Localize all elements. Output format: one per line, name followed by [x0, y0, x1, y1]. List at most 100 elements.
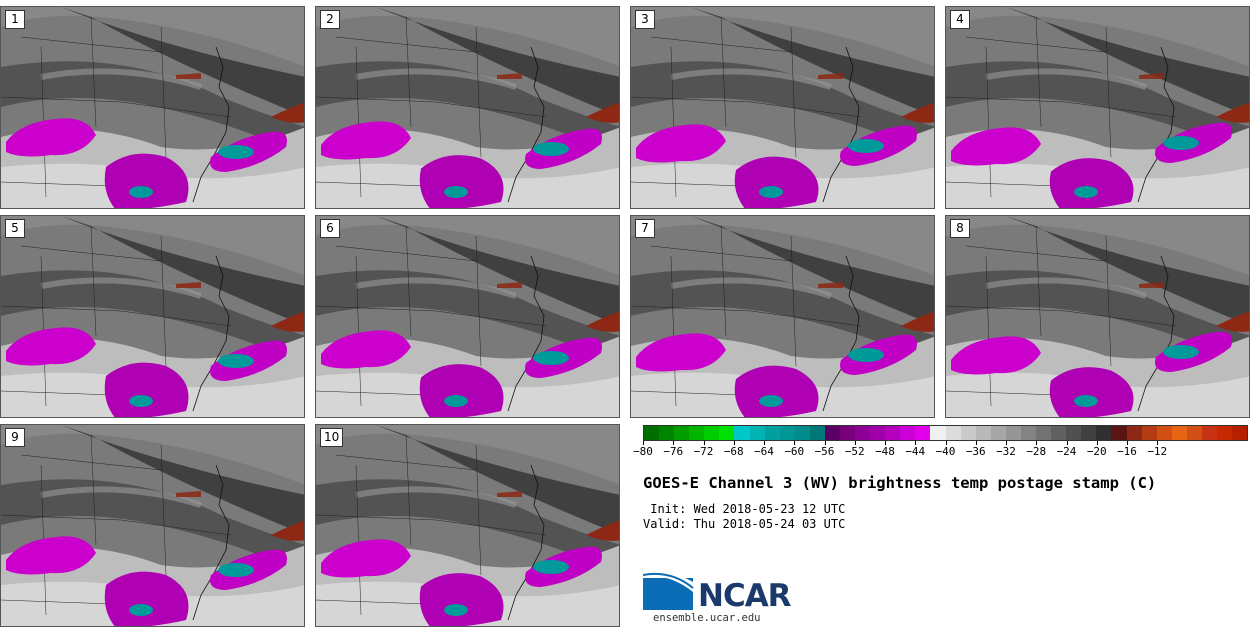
site-url: ensemble.ucar.edu [653, 612, 761, 624]
member-label: 7 [635, 219, 655, 238]
colorbar-tick [1127, 441, 1128, 445]
colorbar-segment [870, 426, 886, 440]
stamp-panel-2: 2 [315, 6, 620, 209]
colorbar-tick-label: −80 [633, 445, 653, 458]
colorbar-segment [749, 426, 765, 440]
colorbar-segment [1141, 426, 1157, 440]
colorbar-segment [779, 426, 795, 440]
member-label: 10 [320, 428, 344, 447]
colorbar-segment [1036, 426, 1052, 440]
colorbar-segment [794, 426, 810, 440]
colorbar-segment [1232, 426, 1248, 440]
stamp-panel-3: 3 [630, 6, 935, 209]
wv-imagery [316, 425, 619, 626]
colorbar-segment [900, 426, 916, 440]
colorbar-segment [1081, 426, 1097, 440]
colorbar-segment [885, 426, 901, 440]
colorbar-segment [1096, 426, 1112, 440]
logo-text: NCAR [698, 578, 792, 614]
member-label: 4 [950, 10, 970, 29]
colorbar-segment [1020, 426, 1037, 440]
stamp-panel-9: 9 [0, 424, 305, 627]
colorbar-segment [1156, 426, 1172, 440]
colorbar-tick-label: −24 [1056, 445, 1077, 458]
ncar-logo-icon [643, 571, 694, 610]
colorbar-tick-label: −48 [875, 445, 895, 458]
colorbar-tick [1066, 441, 1068, 445]
colorbar-segment [840, 426, 856, 440]
colorbar-tick [945, 441, 947, 445]
colorbar-tick [1006, 441, 1007, 445]
colorbar-segment [674, 426, 690, 440]
colorbar-segment [809, 426, 825, 440]
colorbar-segment [1111, 426, 1127, 440]
stamp-panel-7: 7 [630, 215, 935, 418]
wv-imagery [946, 7, 1249, 208]
figure-title: GOES-E Channel 3 (WV) brightness temp po… [643, 474, 1157, 492]
wv-imagery [316, 216, 619, 417]
colorbar-segment [644, 426, 660, 440]
colorbar-tick [854, 441, 856, 445]
member-label: 3 [635, 10, 655, 29]
colorbar-tick [643, 441, 644, 445]
colorbar-segment [1216, 426, 1233, 440]
colorbar-segment [704, 426, 720, 440]
stamp-panel-4: 4 [945, 6, 1250, 209]
colorbar-segment [990, 426, 1006, 440]
colorbar-segment [824, 426, 841, 440]
stamp-panel-8: 8 [945, 215, 1250, 418]
colorbar-tick-label: −36 [965, 445, 986, 458]
colorbar-segment [975, 426, 991, 440]
colorbar-ticks: −80 −76 −72 −68 −64 −60 −56 −52 −48 −44 −40 −36 −32−… [633, 441, 1248, 461]
colorbar-tick [703, 441, 705, 445]
stamp-panel-10: 10 [315, 424, 620, 627]
colorbar-tick-label: −16 [1117, 445, 1137, 458]
colorbar-tick-label: −20 [1086, 445, 1107, 458]
colorbar-segment [1201, 426, 1217, 440]
colorbar-tick-label: −64 [754, 445, 774, 458]
colorbar-segment [960, 426, 976, 440]
wv-imagery [1, 425, 304, 626]
colorbar-segment [915, 426, 931, 440]
colorbar-tick-label: −28 [1026, 445, 1047, 458]
colorbar-tick [733, 441, 735, 445]
stamp-panel-5: 5 [0, 215, 305, 418]
colorbar-segment [764, 426, 780, 440]
member-label: 8 [950, 219, 970, 238]
colorbar-tick-label: −56 [814, 445, 835, 458]
member-label: 9 [5, 428, 25, 447]
colorbar-tick-label: −12 [1147, 445, 1168, 458]
colorbar-tick-label: −44 [905, 445, 926, 458]
colorbar-tick [764, 441, 765, 445]
colorbar-tick [794, 441, 796, 445]
valid-time: Valid: Thu 2018-05-24 03 UTC [643, 517, 846, 531]
colorbar-tick [1157, 441, 1159, 445]
colorbar-tick-label: −68 [723, 445, 744, 458]
init-time: Init: Wed 2018-05-23 12 UTC [643, 502, 846, 516]
colorbar-segment [719, 426, 735, 440]
colorbar-tick [885, 441, 886, 445]
colorbar-tick-label: −40 [935, 445, 956, 458]
colorbar-segment [1126, 426, 1142, 440]
wv-imagery [1, 216, 304, 417]
wv-imagery [946, 216, 1249, 417]
colorbar-tick [975, 441, 977, 445]
colorbar-tick-label: −60 [784, 445, 805, 458]
colorbar-segment [855, 426, 871, 440]
wv-imagery [316, 7, 619, 208]
stamp-panel-6: 6 [315, 215, 620, 418]
wv-imagery [631, 216, 934, 417]
colorbar-tick [1096, 441, 1098, 445]
member-label: 1 [5, 10, 25, 29]
colorbar-segment [659, 426, 675, 440]
colorbar-tick-label: −72 [693, 445, 714, 458]
colorbar-tick [824, 441, 826, 445]
colorbar-tick [673, 441, 675, 445]
member-label: 5 [5, 219, 25, 238]
wv-imagery [1, 7, 304, 208]
colorbar-tick-label: −76 [663, 445, 684, 458]
colorbar [643, 425, 1248, 441]
colorbar-segment [734, 426, 750, 440]
member-label: 2 [320, 10, 340, 29]
colorbar-tick-label: −52 [844, 445, 865, 458]
